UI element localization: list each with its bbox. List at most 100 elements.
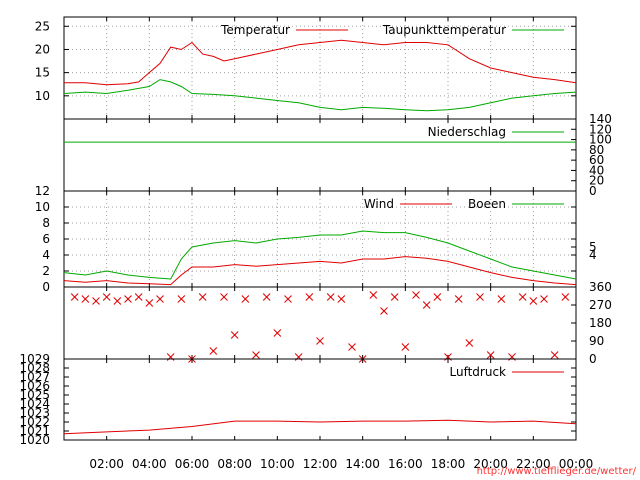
pressure-ytick-label: 1024	[19, 397, 50, 411]
wind_direction-point	[305, 293, 314, 301]
wind_direction-point-stroke	[326, 293, 335, 301]
wind_direction-ytick-right-label: 360	[589, 280, 612, 294]
wind_direction-point	[220, 293, 228, 301]
wind_direction-point	[92, 297, 100, 305]
precipitation-ytick-right-label: 40	[589, 163, 604, 177]
pressure-ytick-label: 1027	[19, 370, 50, 384]
wind_direction-point	[124, 295, 132, 303]
temperature-legend-label: Taupunkttemperatur	[382, 23, 506, 37]
time-axis-label: 16:00	[388, 457, 423, 471]
wind_direction-point	[273, 329, 282, 337]
wind_direction-point-stroke	[124, 295, 132, 303]
wind_direction-point-stroke	[422, 301, 431, 309]
temperature-series-line	[63, 79, 577, 112]
wind_direction-point-stroke	[156, 295, 164, 303]
wind-ytick-label: 6	[42, 232, 50, 246]
wind-ytick-label: 2	[42, 264, 50, 278]
precipitation-ytick-right-label: 60	[589, 153, 604, 167]
wind-ytick-label: 12	[35, 184, 50, 198]
wind_direction-point-stroke	[113, 297, 122, 305]
pressure-frame	[63, 358, 577, 441]
wind_direction-point-stroke	[540, 295, 548, 303]
pressure-ytick-label: 1020	[19, 433, 50, 447]
source-link[interactable]: http://www.tiefflieger.de/wetter/	[476, 466, 636, 477]
wind_direction-point	[316, 337, 324, 345]
time-axis-label: 18:00	[431, 457, 466, 471]
temperature-ytick-label: 25	[35, 19, 50, 33]
wind-legend-label: Wind	[364, 197, 394, 211]
time-axis-label: 04:00	[132, 457, 167, 471]
wind_direction-point	[241, 295, 250, 303]
pressure-ytick-label: 1021	[19, 424, 50, 438]
time-axis-label: 12:00	[303, 457, 338, 471]
wind_direction-point	[81, 295, 90, 303]
wind_direction-point	[550, 351, 559, 359]
time-axis-label: 06:00	[175, 457, 210, 471]
precipitation-legend-label: Niederschlag	[428, 125, 506, 139]
wind-ytick-right-label: 4	[589, 248, 597, 262]
wind_direction-point	[198, 293, 207, 301]
temperature-legend-label: Temperatur	[220, 23, 290, 37]
wind_direction-point	[486, 351, 495, 359]
wind_direction-point	[497, 295, 506, 303]
wind_direction-ytick-right-label: 180	[589, 316, 612, 330]
time-axis-label: 10:00	[260, 457, 295, 471]
wind_direction-point-stroke	[134, 293, 143, 301]
time-axis-label: 02:00	[89, 457, 124, 471]
wind_direction-point-stroke	[262, 293, 271, 301]
wind_direction-point	[337, 295, 346, 303]
wind_direction-point	[454, 295, 463, 303]
wind_direction-point	[401, 343, 410, 351]
wind_direction-point-stroke	[198, 293, 207, 301]
pressure-legend-label: Luftdruck	[449, 365, 506, 379]
wind-ytick-label: 8	[42, 216, 50, 230]
wind_direction-point-stroke	[209, 347, 218, 355]
pressure-ytick-label: 1023	[19, 406, 50, 420]
wind_direction-point	[369, 291, 378, 299]
temperature-panel: 10 15 20 25 Taupunkttemperatur Temperatur	[35, 16, 577, 120]
wind-series-line	[63, 230, 577, 280]
wind_direction-point-stroke	[390, 293, 399, 301]
pressure-ytick-label: 1028	[19, 361, 50, 375]
wind_direction-point-stroke	[401, 343, 410, 351]
wind_direction-panel: 0 90 180 270 360	[63, 280, 612, 366]
wind-series-line	[63, 256, 577, 286]
wind_direction-point-stroke	[454, 295, 463, 303]
wind_direction-point	[284, 295, 292, 303]
wind_direction-point-stroke	[92, 297, 100, 305]
time-axis-label: 22:00	[516, 457, 551, 471]
pressure-ytick-label: 1022	[19, 415, 50, 429]
wind_direction-point-stroke	[230, 331, 239, 339]
wind_direction-point-stroke	[465, 339, 474, 347]
wind_direction-point	[145, 299, 154, 307]
wind_direction-point-stroke	[337, 295, 346, 303]
wind_direction-point	[433, 293, 442, 301]
wind_direction-point	[422, 301, 431, 309]
wind_direction-point-stroke	[561, 293, 570, 301]
wind_direction-point-stroke	[102, 293, 111, 301]
wind_direction-point	[262, 293, 271, 301]
pressure-ytick-label: 1029	[19, 352, 50, 366]
precipitation-ytick-right-label: 120	[589, 122, 612, 136]
wind_direction-point-stroke	[177, 295, 186, 303]
pressure-panel: 1020102110221023102410251026102710281029…	[19, 352, 577, 447]
wind-ytick-label: 4	[42, 248, 50, 262]
temperature-ytick-label: 15	[35, 66, 50, 80]
wind_direction-point	[540, 295, 548, 303]
wind_direction-point	[348, 343, 356, 351]
wind_direction-point-stroke	[241, 295, 250, 303]
wind_direction-point	[177, 295, 186, 303]
wind_direction-point-stroke	[380, 307, 388, 315]
time-axis-label: 00:00	[559, 457, 594, 471]
wind_direction-point-stroke	[284, 295, 292, 303]
pressure-ytick-label: 1025	[19, 388, 50, 402]
wind_direction-point-stroke	[412, 291, 420, 299]
wind_direction-point-stroke	[550, 351, 559, 359]
pressure-series-line	[63, 419, 577, 435]
time-axis-label: 14:00	[345, 457, 380, 471]
wind_direction-point	[70, 293, 79, 301]
wind_direction-point	[156, 295, 164, 303]
